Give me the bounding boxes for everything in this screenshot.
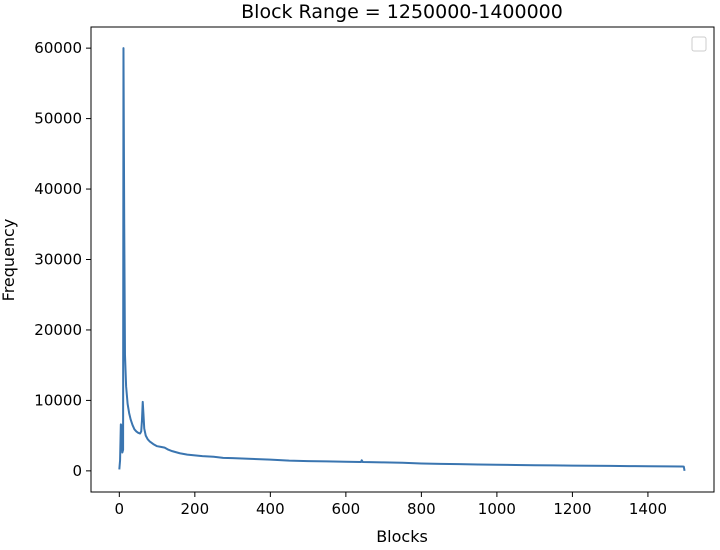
y-axis-label: Frequency — [0, 219, 18, 302]
y-tick-label: 40000 — [34, 180, 82, 198]
y-axis: 0 10000 20000 30000 40000 50000 60000 — [34, 39, 91, 480]
series-line-0 — [118, 47, 686, 472]
x-tick-label: 800 — [407, 500, 436, 518]
x-tick-label: 1200 — [553, 500, 591, 518]
y-tick-label: 30000 — [34, 251, 82, 269]
x-tick-label: 1000 — [478, 500, 516, 518]
y-tick-label: 20000 — [34, 321, 82, 339]
x-tick-label: 200 — [181, 500, 210, 518]
plot-frame — [90, 26, 715, 493]
plot-area — [118, 47, 686, 472]
y-tick-label: 60000 — [34, 39, 82, 57]
x-tick-label: 400 — [256, 500, 285, 518]
y-tick-label: 50000 — [34, 110, 82, 128]
chart-title: Block Range = 1250000-1400000 — [241, 1, 563, 23]
x-axis-label: Blocks — [376, 527, 428, 546]
x-axis: 0 200 400 600 800 1000 1200 1400 — [115, 492, 667, 518]
y-tick-label: 0 — [72, 462, 82, 480]
y-tick-label: 10000 — [34, 391, 82, 409]
legend-box — [691, 36, 707, 52]
x-tick-label: 600 — [332, 500, 361, 518]
x-tick-label: 1400 — [629, 500, 667, 518]
x-tick-label: 0 — [115, 500, 125, 518]
